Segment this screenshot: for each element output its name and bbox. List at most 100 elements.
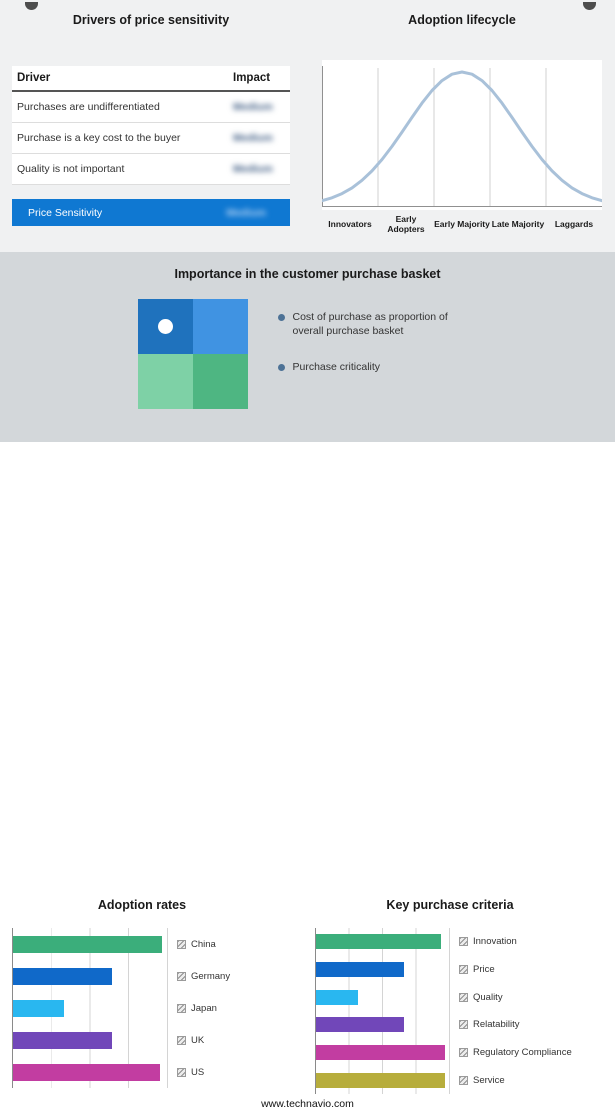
position-dot-icon <box>157 319 173 334</box>
quadrant-cell <box>192 354 248 409</box>
legend-item: Innovation <box>459 928 583 956</box>
drivers-table: Driver Impact Purchases are undifferenti… <box>12 66 290 185</box>
quadrant-cell <box>137 354 193 409</box>
legend-label: Germany <box>191 970 231 982</box>
chart-title: Key purchase criteria <box>386 898 514 912</box>
bar-row <box>316 1011 450 1039</box>
price-sensitivity-row: Price Sensitivity Medium <box>12 199 290 226</box>
bar-row <box>316 956 450 984</box>
bar-row <box>316 1039 450 1067</box>
bar-japan <box>13 999 65 1017</box>
legend-swatch-icon <box>177 971 186 981</box>
legend-swatch-icon <box>459 1048 468 1058</box>
basket-content: Cost of purchase as proportion of overal… <box>0 299 615 409</box>
lifecycle-panel-title: Adoption lifecycle <box>408 13 516 27</box>
bar-row <box>316 1066 450 1094</box>
table-row: Purchases are undifferentiated Medium <box>12 91 290 123</box>
corner-mark-icon <box>25 2 38 10</box>
chart-gridlines <box>377 68 547 206</box>
legend-label: China <box>191 938 216 950</box>
legend-label: UK <box>191 1034 205 1046</box>
legend-item: Relatability <box>459 1011 583 1039</box>
driver-column-header: Driver <box>12 66 228 92</box>
impact-column-header: Impact <box>228 66 290 92</box>
bar-us <box>13 1063 161 1081</box>
legend-swatch-icon <box>459 965 468 974</box>
driver-cell: Purchase is a key cost to the buyer <box>12 122 228 154</box>
bar-regulatory-compliance <box>316 1045 445 1061</box>
drivers-panel: Driver Impact Purchases are undifferenti… <box>12 66 290 226</box>
drivers-table-body: Purchases are undifferentiated Medium Purc… <box>12 91 290 185</box>
bar-row <box>316 928 450 956</box>
chart-legend: Innovation Price Quality Relatability Regula… <box>459 928 583 1094</box>
legend-text: Purchase criticality <box>292 360 381 373</box>
price-sensitivity-impact: Medium <box>226 206 266 219</box>
legend-label: Japan <box>191 1002 217 1014</box>
driver-cell: Quality is not important <box>12 153 228 185</box>
legend-label: Quality <box>473 991 503 1003</box>
chart-axes <box>322 66 602 207</box>
legend-item: Service <box>459 1066 583 1094</box>
chart-body: Innovation Price Quality Relatability Regula… <box>315 928 585 1094</box>
bar-quality <box>316 989 358 1005</box>
legend-item: Cost of purchase as proportion of overal… <box>277 311 478 339</box>
key-purchase-criteria-chart: Key purchase criteria Innovation Price Qua… <box>315 898 585 1094</box>
legend-item: Regulatory Compliance <box>459 1039 583 1067</box>
basket-legend: Cost of purchase as proportion of overal… <box>277 299 478 409</box>
adoption-rates-chart: Adoption rates China Germany Japan UK US <box>12 898 272 1088</box>
bar-innovation <box>316 934 441 950</box>
legend-item: China <box>177 928 269 960</box>
impact-value: Medium <box>233 132 273 144</box>
table-row: Quality is not important Medium <box>12 153 290 185</box>
stage-label: Late Majority <box>491 219 545 229</box>
bar-service <box>316 1072 445 1088</box>
stage-label: Laggards <box>554 219 594 229</box>
legend-label: US <box>191 1066 205 1078</box>
legend-swatch-icon <box>177 1067 186 1077</box>
lifecycle-stages: Innovators Early Adopters Early Majority La… <box>322 214 602 234</box>
top-section: Drivers of price sensitivity Driver Impa… <box>0 0 615 252</box>
bar-relatability <box>316 1017 405 1033</box>
legend-swatch-icon <box>459 937 468 947</box>
legend-label: Price <box>473 964 495 975</box>
legend-item: UK <box>177 1024 269 1056</box>
bar-row <box>13 1056 168 1088</box>
legend-label: Regulatory Compliance <box>473 1047 572 1059</box>
purchase-basket-section: Importance in the customer purchase bask… <box>0 252 615 442</box>
table-row: Purchase is a key cost to the buyer Mediu… <box>12 122 290 154</box>
table-header-row: Driver Impact <box>12 66 290 92</box>
plot-background <box>322 60 602 210</box>
legend-swatch-icon <box>177 1035 186 1045</box>
legend-text: Cost of purchase as proportion of overal… <box>292 311 448 337</box>
quadrant-cell <box>192 299 248 354</box>
corner-mark-icon <box>583 2 596 10</box>
legend-item: Germany <box>177 960 269 992</box>
bell-curve-svg <box>320 60 604 210</box>
legend-item: US <box>177 1056 269 1088</box>
legend-swatch-icon <box>177 939 186 949</box>
basket-section-title: Importance in the customer purchase bask… <box>174 267 441 281</box>
legend-swatch-icon <box>459 1075 468 1085</box>
lifecycle-curve <box>320 70 604 203</box>
chart-title: Adoption rates <box>97 898 187 912</box>
bar-row <box>13 992 168 1024</box>
legend-label: Relatability <box>473 1019 520 1031</box>
legend-item: Quality <box>459 983 583 1011</box>
legend-swatch-icon <box>177 1003 186 1013</box>
legend-swatch-icon <box>459 1020 468 1030</box>
legend-item: Japan <box>177 992 269 1024</box>
drivers-panel-title: Drivers of price sensitivity <box>72 13 230 27</box>
bar-germany <box>13 967 113 985</box>
impact-value: Medium <box>233 101 273 113</box>
lifecycle-curve-chart <box>320 60 604 210</box>
bullet-icon <box>277 314 285 321</box>
bottom-section: Adoption rates China Germany Japan UK US Key… <box>0 442 615 1110</box>
impact-value: Medium <box>233 163 273 175</box>
impact-cell: Medium <box>228 153 290 185</box>
bar-price <box>316 962 405 977</box>
bar-china <box>13 935 162 953</box>
legend-item: Purchase criticality <box>277 360 478 375</box>
stage-label: Innovators <box>328 219 372 229</box>
bar-row <box>316 983 450 1011</box>
